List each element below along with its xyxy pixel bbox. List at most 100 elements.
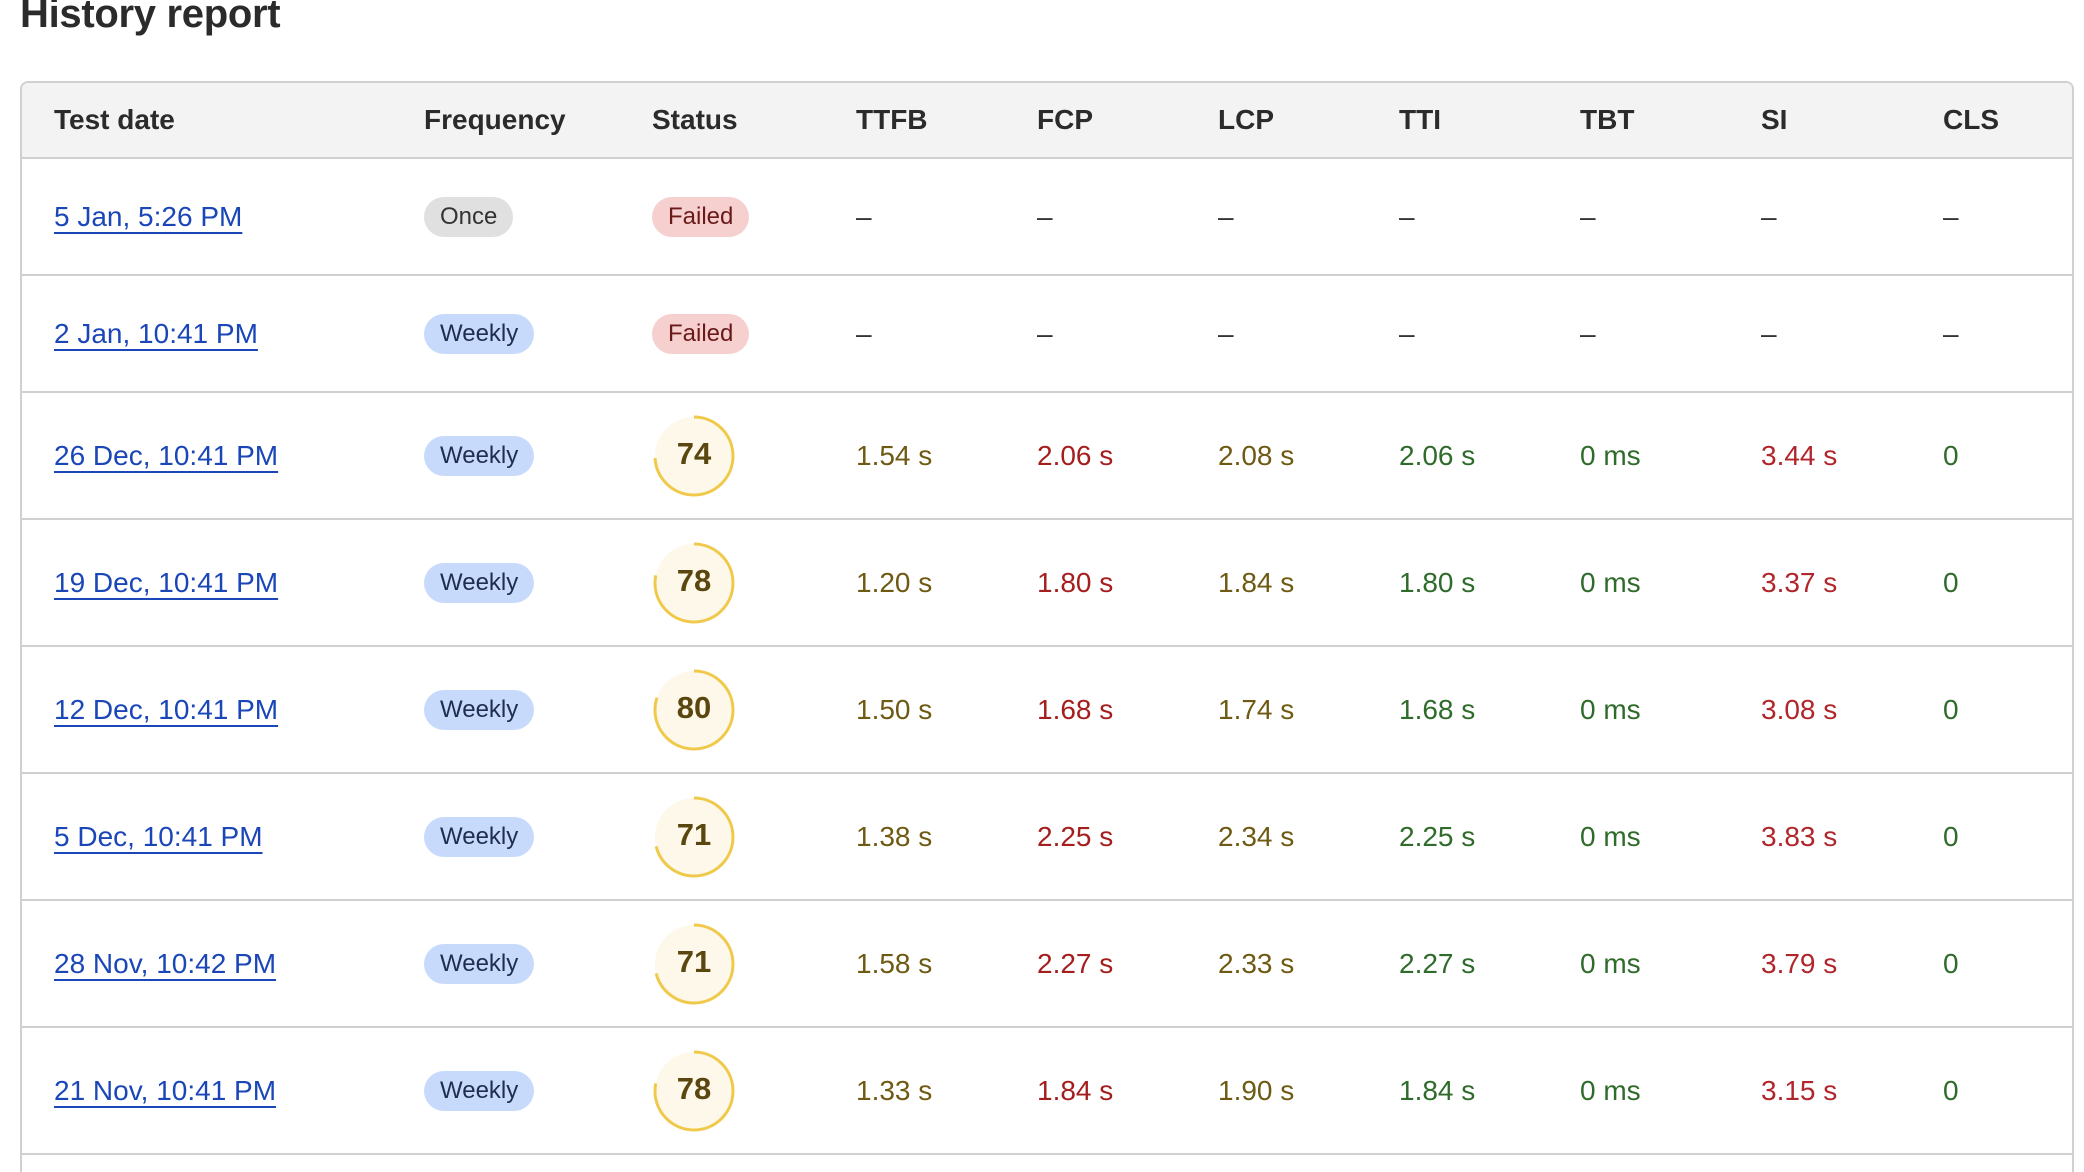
header-status: Status: [652, 83, 856, 159]
test-date-link[interactable]: 2 Jan, 10:41 PM: [54, 317, 258, 349]
table-header-row: Test date Frequency Status TTFB FCP LCP …: [22, 83, 2072, 159]
tti-cell: 2.27 s: [1399, 900, 1580, 1028]
ttfb-value: 1.58 s: [856, 947, 933, 979]
test-date-cell: 26 Dec, 10:41 PM: [22, 392, 392, 520]
tti-cell: 2.06 s: [1399, 392, 1580, 520]
header-ttfb: TTFB: [856, 83, 1037, 159]
status-failed-badge: Failed: [652, 313, 750, 354]
score-ring-background: [655, 924, 733, 1003]
fcp-cell: 1.68 s: [1037, 646, 1218, 774]
si-value: 3.15 s: [1761, 1074, 1838, 1106]
tti-value: 1.84 s: [1399, 1074, 1476, 1106]
lcp-cell: 2.08 s: [1218, 392, 1399, 520]
performance-score-value: 78: [676, 562, 712, 598]
si-value: –: [1761, 200, 1777, 232]
tbt-value: 0 ms: [1580, 439, 1641, 471]
ttfb-cell: 1.20 s: [856, 519, 1037, 647]
lcp-value: –: [1218, 200, 1234, 232]
tti-cell: 1.68 s: [1399, 646, 1580, 774]
status-cell: 71: [652, 900, 856, 1028]
cls-value: 0: [1943, 1074, 1959, 1106]
performance-score-gauge[interactable]: 71: [652, 795, 736, 879]
fcp-value: 1.80 s: [1037, 566, 1114, 598]
performance-score-gauge[interactable]: 80: [652, 668, 736, 752]
performance-score-gauge[interactable]: 78: [652, 541, 736, 625]
tbt-cell: –: [1580, 158, 1761, 276]
ttfb-cell: 1.58 s: [856, 900, 1037, 1028]
tti-value: 1.80 s: [1399, 566, 1476, 598]
si-value: 3.83 s: [1761, 820, 1838, 852]
si-cell: 3.15 s: [1761, 1027, 1943, 1155]
fcp-cell: –: [1037, 158, 1218, 276]
performance-score-value: 80: [676, 689, 712, 725]
tti-value: –: [1399, 317, 1415, 349]
tbt-cell: 0 ms: [1580, 900, 1761, 1028]
frequency-cell: Weekly: [392, 1027, 652, 1155]
fcp-cell: 2.27 s: [1037, 900, 1218, 1028]
cls-cell: 0: [1943, 1027, 2072, 1155]
status-cell: 80: [652, 646, 856, 774]
tbt-value: –: [1580, 200, 1596, 232]
cls-cell: 0: [1943, 392, 2072, 520]
frequency-cell: Weekly: [392, 900, 652, 1028]
frequency-cell: Weekly: [392, 275, 652, 393]
lcp-cell: 1.74 s: [1218, 646, 1399, 774]
frequency-badge: Weekly: [424, 1070, 535, 1111]
test-date-link[interactable]: 28 Nov, 10:42 PM: [54, 947, 277, 979]
ttfb-cell: 1.54 s: [856, 392, 1037, 520]
header-si: SI: [1761, 83, 1943, 159]
lcp-value: 2.34 s: [1218, 820, 1295, 852]
performance-score-gauge[interactable]: 78: [652, 1049, 736, 1133]
cls-value: –: [1943, 317, 1959, 349]
si-cell: 3.83 s: [1761, 773, 1943, 901]
si-cell: –: [1761, 158, 1943, 276]
page-title: History report: [20, 0, 281, 36]
table-row: 5 Jan, 5:26 PM Once Failed – – – – – – –: [22, 158, 2072, 276]
si-value: 3.08 s: [1761, 693, 1838, 725]
performance-score-value: 71: [676, 816, 712, 852]
ttfb-value: 1.50 s: [856, 693, 933, 725]
score-ring: [653, 796, 735, 877]
test-date-cell: 2 Jan, 10:41 PM: [22, 275, 392, 393]
frequency-badge: Weekly: [424, 689, 535, 730]
test-date-link[interactable]: 26 Dec, 10:41 PM: [54, 439, 279, 471]
history-table: Test date Frequency Status TTFB FCP LCP …: [22, 83, 2072, 1155]
score-ring-background: [655, 543, 733, 622]
test-date-cell: 21 Nov, 10:41 PM: [22, 1027, 392, 1155]
si-value: 3.79 s: [1761, 947, 1838, 979]
ttfb-value: –: [856, 317, 872, 349]
fcp-value: –: [1037, 317, 1053, 349]
lcp-value: –: [1218, 317, 1234, 349]
test-date-link[interactable]: 5 Jan, 5:26 PM: [54, 200, 243, 232]
tti-cell: –: [1399, 275, 1580, 393]
test-date-link[interactable]: 5 Dec, 10:41 PM: [54, 820, 263, 852]
tti-value: –: [1399, 200, 1415, 232]
tbt-value: –: [1580, 317, 1596, 349]
test-date-link[interactable]: 19 Dec, 10:41 PM: [54, 566, 279, 598]
cls-value: 0: [1943, 693, 1959, 725]
table-row: 12 Dec, 10:41 PM Weekly 80 1.50 s 1.68 s 1.74…: [22, 646, 2072, 774]
test-date-link[interactable]: 12 Dec, 10:41 PM: [54, 693, 279, 725]
tbt-cell: 0 ms: [1580, 392, 1761, 520]
score-ring-background: [655, 416, 733, 495]
header-cls: CLS: [1943, 83, 2072, 159]
frequency-badge: Weekly: [424, 435, 535, 476]
ttfb-value: –: [856, 200, 872, 232]
test-date-link[interactable]: 21 Nov, 10:41 PM: [54, 1074, 277, 1106]
status-cell: 78: [652, 1027, 856, 1155]
header-fcp: FCP: [1037, 83, 1218, 159]
score-ring-arc: [653, 669, 735, 750]
performance-score-gauge[interactable]: 74: [652, 414, 736, 498]
header-tbt: TBT: [1580, 83, 1761, 159]
table-row: 5 Dec, 10:41 PM Weekly 71 1.38 s 2.25 s 2.34 …: [22, 773, 2072, 901]
fcp-cell: 2.25 s: [1037, 773, 1218, 901]
score-ring: [653, 1050, 735, 1131]
score-ring: [653, 415, 735, 496]
fcp-value: 1.84 s: [1037, 1074, 1114, 1106]
fcp-value: 2.06 s: [1037, 439, 1114, 471]
frequency-cell: Weekly: [392, 646, 652, 774]
test-date-cell: 12 Dec, 10:41 PM: [22, 646, 392, 774]
frequency-cell: Once: [392, 158, 652, 276]
performance-score-gauge[interactable]: 71: [652, 922, 736, 1006]
